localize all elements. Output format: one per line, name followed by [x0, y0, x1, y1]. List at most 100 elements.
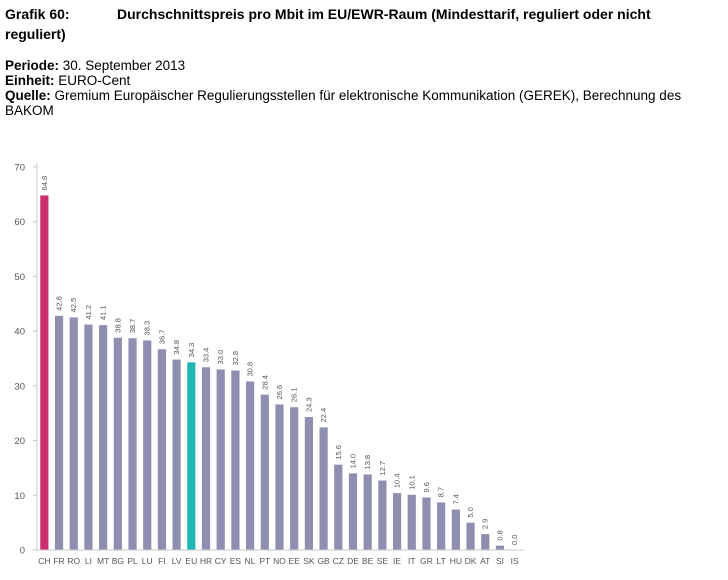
x-tick-label: GB: [317, 556, 330, 566]
x-tick-label: MT: [97, 556, 109, 566]
x-tick-label: ES: [230, 556, 242, 566]
bar-se: [378, 480, 387, 550]
x-tick-label: BG: [112, 556, 124, 566]
x-tick-label: LV: [172, 556, 182, 566]
bar-cz: [334, 464, 343, 550]
bar-fi: [157, 349, 167, 550]
x-tick-label: HU: [450, 556, 462, 566]
bar-at: [481, 534, 490, 550]
bar-value-label: 14.0: [348, 454, 357, 469]
y-axis: 0 10 20 30 40 50 60 70: [14, 163, 38, 557]
bar-value-label: 24.3: [304, 397, 313, 412]
x-tick-label: LU: [142, 556, 153, 566]
quelle-row: Quelle: Gremium Europäischer Regulierung…: [5, 88, 725, 103]
bars-group: 64.8 42.8 42.5 41.2 41.1 38.8 38.7 38.3 36.7 34.8…: [40, 176, 519, 551]
einheit-label: Einheit:: [5, 73, 55, 88]
bar-ro: [69, 317, 78, 550]
x-tick-label: PL: [127, 556, 138, 566]
bar-value-label: 15.6: [334, 445, 343, 460]
bar-ch: [40, 195, 49, 551]
bar-bg: [113, 337, 122, 550]
x-tick-label: FR: [53, 556, 64, 566]
bar-fr: [54, 315, 64, 550]
bar-value-label: 26.1: [290, 388, 299, 403]
bar-value-label: 33.4: [202, 348, 211, 363]
bar-li: [84, 324, 93, 550]
bar-value-label: 41.2: [84, 305, 93, 320]
quelle-value-line1: Gremium Europäischer Regulierungsstellen…: [54, 88, 682, 103]
x-tick-label: SK: [303, 556, 315, 566]
title-text-line1: Durchschnittspreis pro Mbit im EU/EWR-Ra…: [117, 6, 651, 22]
bar-lt: [437, 502, 446, 550]
bar-value-label: 22.4: [319, 408, 328, 423]
x-tick-label: BE: [362, 556, 374, 566]
x-tick-label: SI: [496, 556, 504, 566]
bar-sk: [304, 417, 313, 550]
bar-lv: [172, 359, 181, 550]
quelle-label: Quelle:: [5, 88, 51, 103]
bar-hu: [451, 509, 460, 550]
bar-value-label: 0.8: [495, 530, 504, 540]
y-tick-label: 20: [14, 436, 25, 447]
x-tick-label: IE: [393, 556, 401, 566]
bar-pt: [260, 394, 269, 550]
bar-value-label: 2.9: [481, 519, 490, 529]
bar-value-label: 42.8: [55, 296, 64, 311]
y-tick-label: 10: [14, 491, 25, 502]
bar-value-label: 34.3: [187, 343, 196, 358]
x-tick-label: LT: [437, 556, 446, 566]
bar-value-label: 33.0: [216, 350, 225, 365]
bar-value-label: 64.8: [40, 176, 49, 191]
x-tick-label: RO: [67, 556, 80, 566]
periode-row: Periode: 30. September 2013: [5, 58, 725, 73]
bar-es: [231, 370, 240, 550]
x-tick-label: GR: [420, 556, 433, 566]
bar-it: [407, 494, 416, 550]
bar-value-label: 26.6: [275, 385, 284, 400]
bar-value-label: 32.8: [231, 351, 240, 366]
bar-ee: [290, 407, 299, 550]
x-tick-label: FI: [158, 556, 166, 566]
bar-nl: [246, 381, 255, 550]
y-tick-label: 0: [20, 546, 25, 557]
bar-value-label: 38.7: [128, 319, 137, 334]
bar-lu: [143, 340, 152, 550]
bar-cy: [216, 369, 225, 550]
bar-value-label: 34.8: [172, 340, 181, 355]
x-tick-label: EE: [289, 556, 301, 566]
periode-label: Periode:: [5, 58, 60, 73]
bar-value-label: 8.7: [437, 487, 446, 497]
x-tick-label: AT: [480, 556, 490, 566]
bar-value-label: 42.5: [69, 298, 78, 313]
bar-dk: [466, 522, 475, 550]
x-tick-label: NO: [273, 556, 286, 566]
y-tick-label: 40: [14, 327, 25, 338]
bar-value-label: 13.8: [363, 455, 372, 470]
bar-value-label: 12.7: [378, 461, 387, 476]
bar-si: [495, 545, 505, 550]
x-tick-label: IS: [511, 556, 519, 566]
einheit-value: EURO-Cent: [58, 73, 131, 88]
bar-pl: [128, 338, 137, 550]
y-tick-label: 60: [14, 217, 25, 228]
chart-header: Grafik 60: Durchschnittspreis pro Mbit im…: [5, 4, 725, 118]
chart-meta: Periode: 30. September 2013 Einheit: EUR…: [5, 58, 725, 118]
x-tick-label: PT: [259, 556, 270, 566]
bar-mt: [99, 325, 108, 550]
bar-de: [348, 473, 358, 550]
bar-value-label: 0.0: [510, 535, 519, 545]
bar-value-label: 30.8: [246, 362, 255, 377]
x-tick-label: IT: [408, 556, 416, 566]
chart-title: Grafik 60: Durchschnittspreis pro Mbit im…: [5, 4, 725, 24]
bar-chart: 0 10 20 30 40 50 60 70 64.8 42.8 42.5 41.2 41.1 38.8…: [14, 163, 524, 566]
x-tick-label: HR: [200, 556, 212, 566]
bar-gr: [422, 497, 431, 550]
x-tick-label: CY: [215, 556, 227, 566]
y-tick-label: 30: [14, 381, 25, 392]
x-tick-label: DK: [465, 556, 477, 566]
periode-value: 30. September 2013: [62, 58, 186, 73]
title-text-line2: reguliert): [5, 26, 66, 42]
bar-value-label: 41.1: [99, 306, 108, 321]
einheit-row: Einheit: EURO-Cent: [5, 73, 725, 88]
bar-value-label: 10.1: [407, 475, 416, 490]
